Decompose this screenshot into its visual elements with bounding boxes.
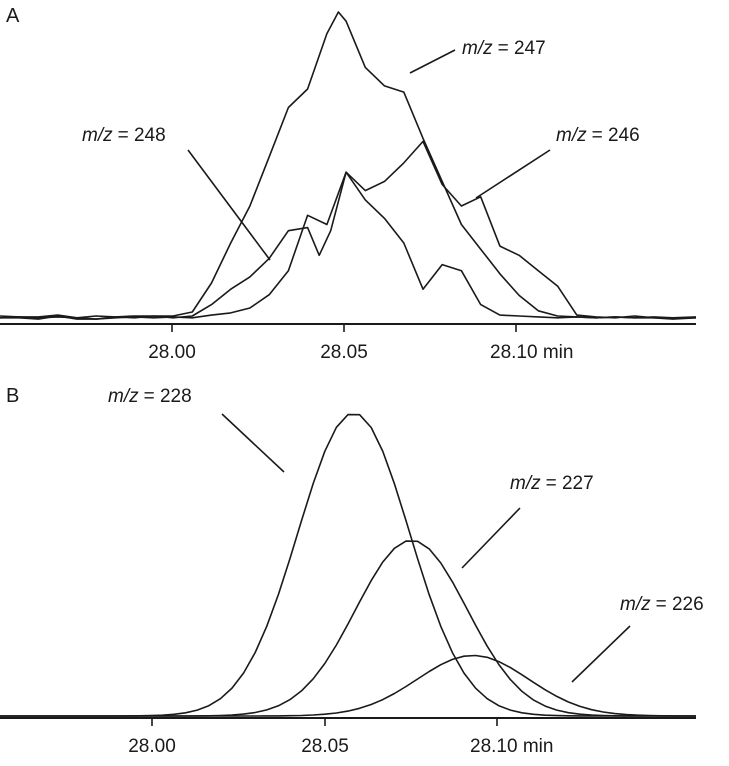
leader-line-mz-246	[475, 149, 551, 199]
series-label-mz-228-value: = 228	[144, 386, 192, 407]
series-line-mz-228	[0, 413, 696, 717]
series-label-mz-226: m/z = 226	[620, 594, 704, 615]
leader-line-mz-247	[409, 49, 456, 74]
leader-line-mz-228	[221, 413, 285, 473]
series-label-mz-227-prefix: m/z	[510, 473, 541, 494]
series-label-mz-246-prefix: m/z	[556, 125, 587, 146]
series-label-mz-226-value: = 226	[656, 594, 704, 615]
series-label-mz-248-prefix: m/z	[82, 125, 113, 146]
series-label-mz-248-value: = 248	[118, 125, 166, 146]
series-label-mz-227: m/z = 227	[510, 473, 594, 494]
leader-line-mz-227	[461, 507, 521, 569]
panel-a-tick-label-28-05: 28.05	[320, 342, 368, 363]
panel-a-tick-label-28-00: 28.00	[148, 342, 196, 363]
series-line-mz-227	[0, 540, 696, 717]
panel-b: B 28.00 28.05 28.10 min m/z = 228 m/z = 22…	[0, 385, 704, 757]
leader-line-mz-248	[187, 149, 271, 261]
series-label-mz-248: m/z = 248	[82, 125, 166, 146]
series-line-mz-246	[0, 140, 697, 320]
panel-b-letter: B	[6, 385, 19, 407]
series-label-mz-226-prefix: m/z	[620, 594, 651, 615]
series-line-mz-248	[0, 171, 696, 320]
series-label-mz-228-prefix: m/z	[108, 386, 139, 407]
series-label-mz-246: m/z = 246	[556, 125, 640, 146]
series-label-mz-247: m/z = 247	[462, 38, 546, 59]
series-label-mz-247-value: = 247	[498, 38, 546, 59]
series-label-mz-227-value: = 227	[546, 473, 594, 494]
panel-a: A 28.00 28.05 28.10 min m/z = 247 m/z = 24…	[0, 5, 697, 363]
series-label-mz-228: m/z = 228	[108, 386, 192, 407]
panel-a-tick-label-28-10: 28.10 min	[490, 342, 573, 363]
panel-a-letter: A	[6, 5, 20, 27]
panel-b-tick-label-28-00: 28.00	[128, 736, 176, 757]
series-label-mz-247-prefix: m/z	[462, 38, 493, 59]
leader-line-mz-226	[571, 625, 631, 683]
series-line-mz-226	[0, 654, 696, 717]
series-label-mz-246-value: = 246	[592, 125, 640, 146]
panel-b-tick-label-28-05: 28.05	[301, 736, 349, 757]
series-line-mz-247	[0, 11, 697, 319]
panel-b-tick-label-28-10: 28.10 min	[470, 736, 553, 757]
